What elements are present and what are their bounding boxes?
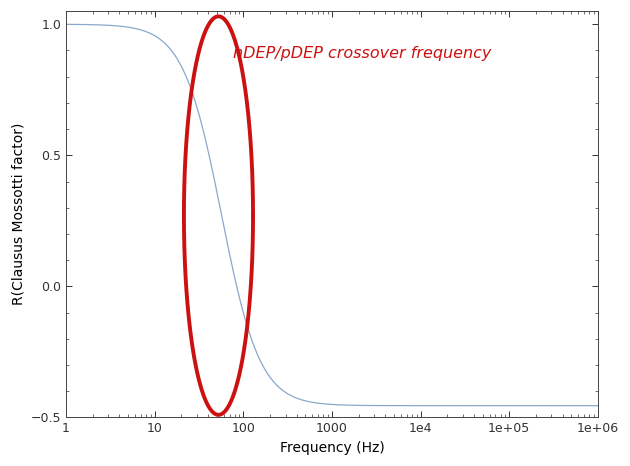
Y-axis label: R(Clausus Mossotti factor): R(Clausus Mossotti factor) [11,123,25,306]
X-axis label: Frequency (Hz): Frequency (Hz) [280,441,384,455]
Text: nDEP/pDEP crossover frequency: nDEP/pDEP crossover frequency [232,46,491,62]
